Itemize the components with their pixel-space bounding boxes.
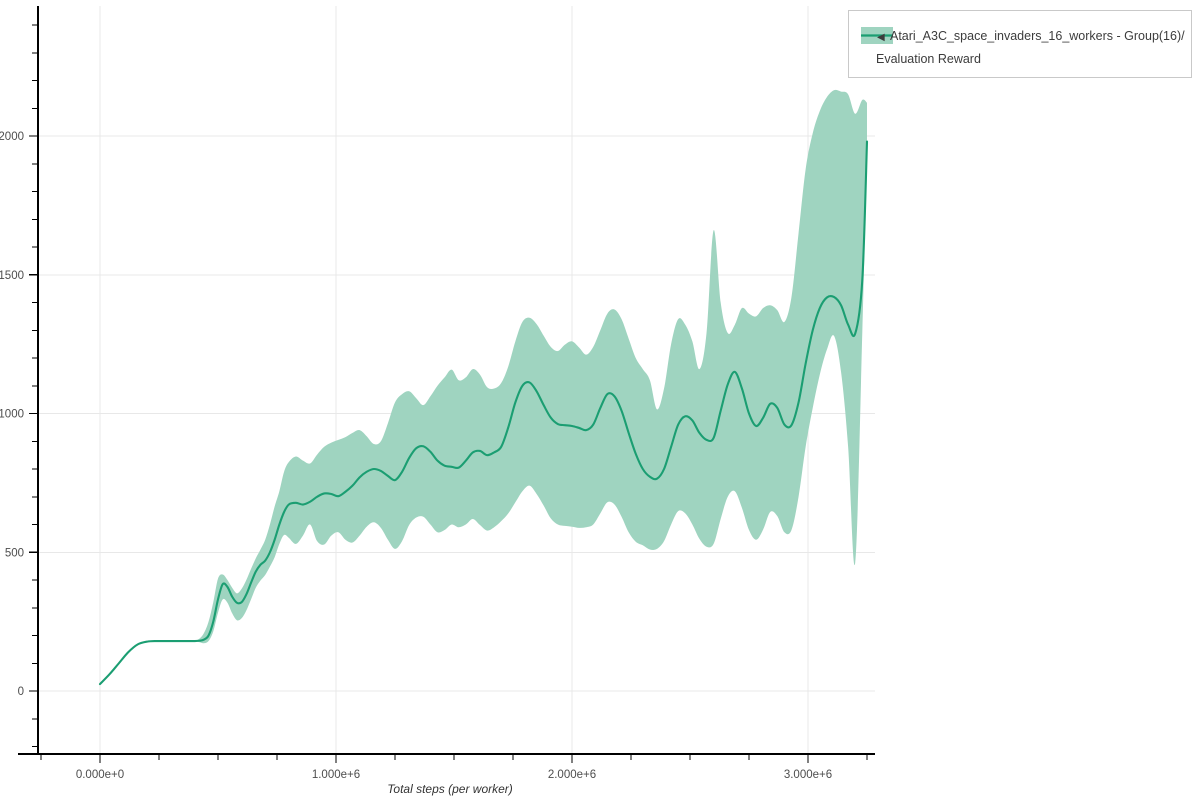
legend-label-line1: Atari_A3C_space_invaders_16_workers - Gr… bbox=[890, 29, 1185, 43]
x-tick-label: 2.000e+6 bbox=[548, 769, 596, 781]
series-line bbox=[98, 140, 869, 686]
x-tick-label: 3.000e+6 bbox=[784, 769, 832, 781]
x-axis-title: Total steps (per worker) bbox=[387, 782, 513, 796]
axis-ticks bbox=[29, 24, 868, 763]
x-tick-label: 1.000e+6 bbox=[312, 769, 360, 781]
confidence-band bbox=[100, 89, 867, 685]
x-tick-label: 0.000e+0 bbox=[76, 769, 124, 781]
series-0-band bbox=[100, 89, 867, 685]
y-tick-label: 1000 bbox=[0, 409, 24, 421]
legend-label-line2: Evaluation Reward bbox=[876, 52, 981, 66]
legend-box bbox=[848, 10, 1192, 78]
legend-arrow-icon[interactable]: ◀ bbox=[877, 32, 885, 43]
axes bbox=[18, 6, 875, 755]
y-tick-label: 500 bbox=[5, 547, 24, 559]
y-tick-label: 2000 bbox=[0, 131, 24, 143]
y-tick-label: 0 bbox=[18, 686, 24, 698]
y-tick-label: 1500 bbox=[0, 270, 24, 282]
x-tick-labels: 0.000e+0 1.000e+6 2.000e+6 3.000e+6 bbox=[76, 769, 832, 781]
y-tick-labels: 0 500 1000 1500 2000 bbox=[0, 131, 24, 698]
legend[interactable]: ◀ ◀ Atari_A3C_space_invaders_16_workers … bbox=[848, 10, 1192, 78]
series-0-mean-line bbox=[98, 140, 869, 686]
